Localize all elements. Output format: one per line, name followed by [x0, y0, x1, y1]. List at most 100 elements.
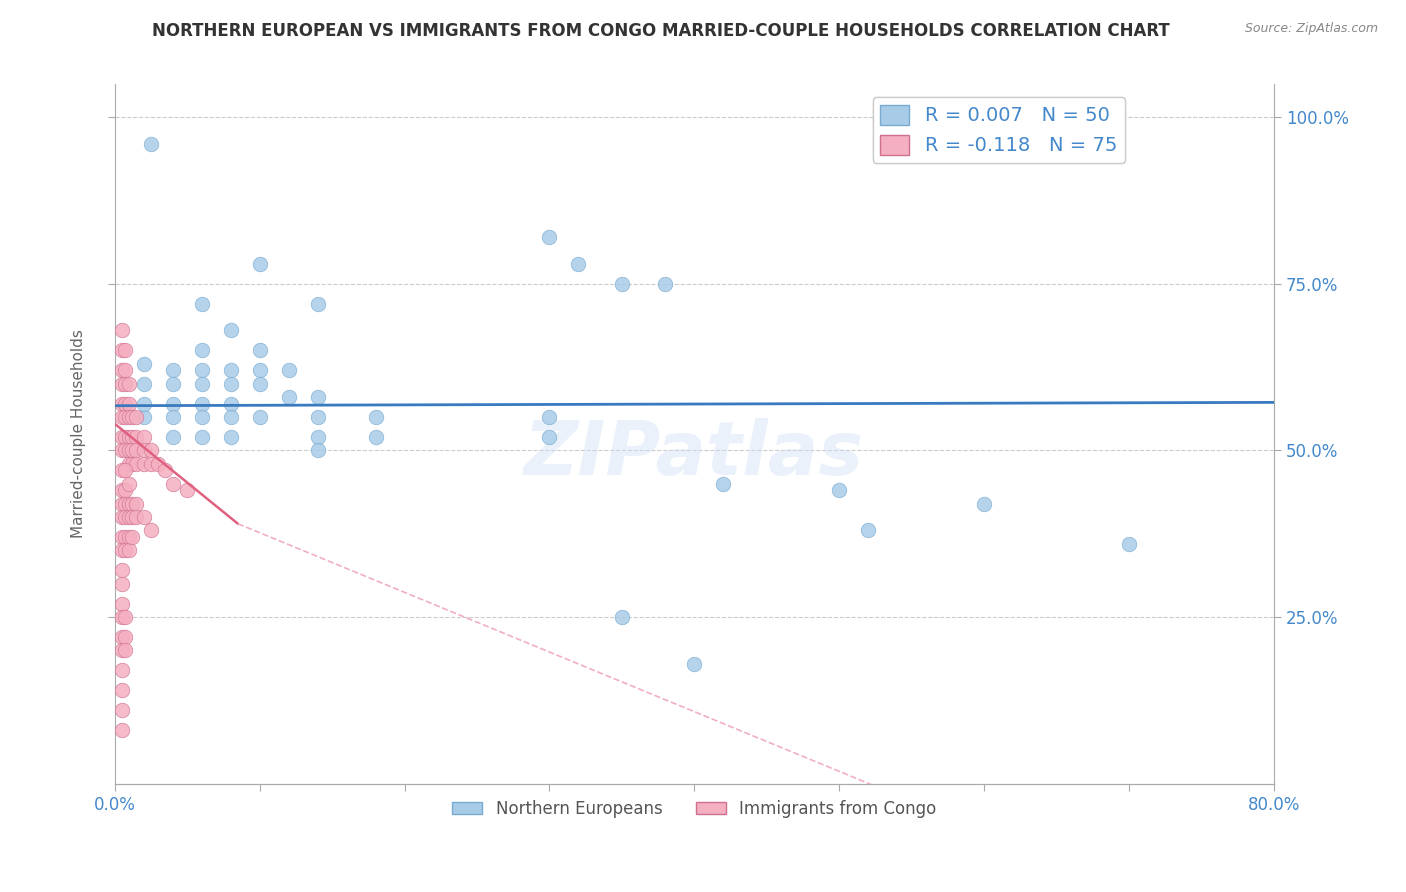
Point	[111, 543, 134, 558]
Point	[190, 397, 212, 411]
Point	[132, 457, 155, 471]
Point	[111, 664, 134, 678]
Point	[277, 390, 299, 404]
Legend: Northern Europeans, Immigrants from Congo: Northern Europeans, Immigrants from Cong…	[446, 793, 943, 824]
Point	[132, 443, 155, 458]
Point	[114, 363, 136, 377]
Point	[132, 357, 155, 371]
Point	[711, 476, 734, 491]
Point	[111, 683, 134, 698]
Point	[132, 410, 155, 425]
Point	[111, 643, 134, 657]
Point	[118, 457, 141, 471]
Point	[111, 410, 134, 425]
Point	[132, 510, 155, 524]
Point	[176, 483, 198, 498]
Point	[364, 430, 387, 444]
Point	[973, 497, 995, 511]
Point	[610, 277, 633, 291]
Point	[567, 257, 589, 271]
Point	[219, 430, 242, 444]
Text: ZIPatlas: ZIPatlas	[524, 418, 865, 491]
Point	[121, 510, 143, 524]
Point	[111, 483, 134, 498]
Point	[111, 610, 134, 624]
Point	[610, 610, 633, 624]
Point	[1118, 537, 1140, 551]
Point	[249, 363, 271, 377]
Point	[125, 430, 148, 444]
Point	[249, 376, 271, 391]
Point	[190, 410, 212, 425]
Point	[118, 510, 141, 524]
Point	[118, 376, 141, 391]
Point	[249, 257, 271, 271]
Point	[111, 363, 134, 377]
Point	[118, 497, 141, 511]
Point	[139, 136, 162, 151]
Point	[307, 296, 329, 310]
Point	[121, 443, 143, 458]
Point	[307, 430, 329, 444]
Point	[114, 463, 136, 477]
Point	[111, 576, 134, 591]
Point	[190, 430, 212, 444]
Point	[111, 443, 134, 458]
Point	[114, 443, 136, 458]
Point	[125, 497, 148, 511]
Point	[111, 530, 134, 544]
Point	[111, 630, 134, 644]
Point	[114, 543, 136, 558]
Point	[121, 530, 143, 544]
Point	[114, 530, 136, 544]
Point	[111, 343, 134, 358]
Point	[111, 703, 134, 717]
Point	[139, 443, 162, 458]
Point	[111, 430, 134, 444]
Point	[121, 457, 143, 471]
Point	[307, 410, 329, 425]
Point	[125, 457, 148, 471]
Point	[190, 343, 212, 358]
Point	[162, 476, 184, 491]
Point	[132, 430, 155, 444]
Point	[858, 524, 880, 538]
Point	[139, 524, 162, 538]
Point	[118, 397, 141, 411]
Point	[125, 410, 148, 425]
Point	[148, 457, 170, 471]
Point	[219, 323, 242, 337]
Point	[111, 323, 134, 337]
Point	[114, 410, 136, 425]
Point	[277, 363, 299, 377]
Point	[118, 476, 141, 491]
Point	[111, 376, 134, 391]
Point	[162, 376, 184, 391]
Point	[162, 397, 184, 411]
Point	[219, 376, 242, 391]
Point	[114, 643, 136, 657]
Point	[118, 543, 141, 558]
Point	[121, 430, 143, 444]
Point	[114, 510, 136, 524]
Point	[249, 343, 271, 358]
Point	[654, 277, 676, 291]
Text: Source: ZipAtlas.com: Source: ZipAtlas.com	[1244, 22, 1378, 36]
Point	[162, 430, 184, 444]
Y-axis label: Married-couple Households: Married-couple Households	[72, 329, 86, 538]
Point	[364, 410, 387, 425]
Point	[121, 497, 143, 511]
Point	[190, 376, 212, 391]
Point	[190, 296, 212, 310]
Point	[828, 483, 851, 498]
Point	[118, 430, 141, 444]
Point	[132, 376, 155, 391]
Point	[538, 410, 561, 425]
Point	[111, 397, 134, 411]
Text: NORTHERN EUROPEAN VS IMMIGRANTS FROM CONGO MARRIED-COUPLE HOUSEHOLDS CORRELATION: NORTHERN EUROPEAN VS IMMIGRANTS FROM CON…	[152, 22, 1170, 40]
Point	[307, 390, 329, 404]
Point	[538, 230, 561, 244]
Point	[114, 630, 136, 644]
Point	[114, 497, 136, 511]
Point	[114, 397, 136, 411]
